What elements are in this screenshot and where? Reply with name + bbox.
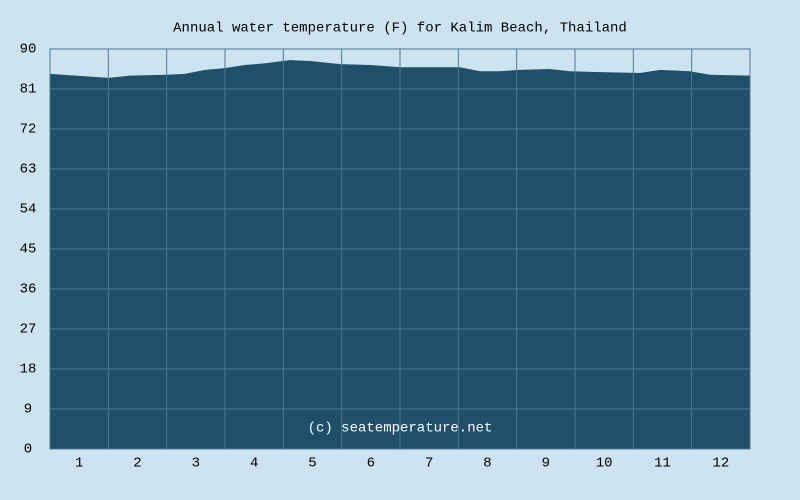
- x-tick-label: 11: [654, 456, 671, 472]
- x-tick-label: 7: [425, 456, 433, 472]
- watermark: (c) seatemperature.net: [308, 421, 493, 437]
- x-tick-label: 10: [596, 456, 613, 472]
- x-tick-label: 9: [542, 456, 550, 472]
- y-tick-label: 18: [20, 362, 37, 378]
- plot-border: [49, 48, 751, 450]
- y-tick-label: 9: [24, 402, 32, 418]
- y-tick-label: 72: [20, 122, 37, 138]
- x-tick-label: 4: [250, 456, 258, 472]
- y-tick-label: 36: [20, 282, 37, 298]
- y-tick-label: 63: [20, 162, 37, 178]
- x-tick-label: 1: [75, 456, 83, 472]
- x-tick-label: 5: [308, 456, 316, 472]
- x-tick-label: 12: [712, 456, 729, 472]
- x-tick-label: 3: [192, 456, 200, 472]
- y-tick-label: 0: [24, 442, 32, 458]
- x-tick-label: 2: [133, 456, 141, 472]
- chart-title: Annual water temperature (F) for Kalim B…: [173, 21, 627, 37]
- y-tick-label: 27: [20, 322, 37, 338]
- x-tick-label: 6: [367, 456, 375, 472]
- y-tick-label: 81: [20, 82, 37, 98]
- x-tick-label: 8: [483, 456, 491, 472]
- y-tick-label: 45: [20, 242, 37, 258]
- y-tick-label: 54: [20, 202, 37, 218]
- y-tick-label: 90: [20, 42, 37, 58]
